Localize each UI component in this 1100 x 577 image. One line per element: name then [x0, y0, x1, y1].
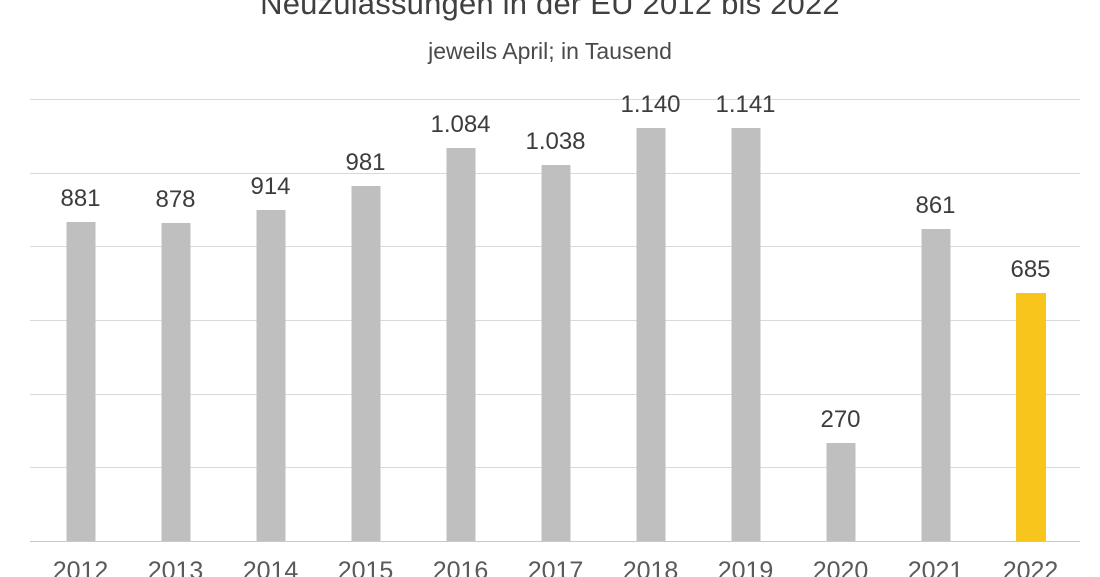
- x-axis-tick-label: 2019: [717, 557, 774, 577]
- bar[interactable]: [636, 127, 665, 541]
- bar-group[interactable]: 685 2022: [983, 41, 1078, 577]
- chart-title: Neuzulassungen in der EU 2012 bis 2022: [260, 0, 840, 21]
- bar[interactable]: [731, 127, 760, 541]
- bar[interactable]: [921, 229, 950, 541]
- bar[interactable]: [826, 443, 855, 541]
- bar-value-label: 1.140: [620, 90, 681, 118]
- x-axis-tick-label: 2021: [907, 557, 964, 577]
- bar-group[interactable]: 1.140 2018: [603, 41, 698, 577]
- bar-group[interactable]: 270 2020: [793, 41, 888, 577]
- x-axis-line: [30, 541, 1080, 542]
- x-axis-tick-label: 2022: [1002, 557, 1059, 577]
- bar-group[interactable]: 1.084 2016: [413, 41, 508, 577]
- bar-value-label: 861: [915, 192, 956, 220]
- gridline: [30, 99, 1080, 100]
- x-axis-tick-label: 2020: [812, 557, 869, 577]
- bar[interactable]: [66, 221, 95, 541]
- bar-value-label: 685: [1010, 255, 1051, 283]
- x-axis-tick-label: 2016: [432, 557, 489, 577]
- bar-group[interactable]: 914 2014: [223, 41, 318, 577]
- bar[interactable]: [256, 209, 285, 541]
- bar[interactable]: [351, 185, 380, 541]
- x-axis-tick-label: 2013: [147, 557, 204, 577]
- bar-group[interactable]: 881 2012: [33, 41, 128, 577]
- bar-value-label: 1.038: [525, 127, 586, 155]
- bar-group[interactable]: 861 2021: [888, 41, 983, 577]
- bar[interactable]: [541, 164, 570, 541]
- x-axis-tick-label: 2015: [337, 557, 394, 577]
- bar-group[interactable]: 981 2015: [318, 41, 413, 577]
- bar-value-label: 914: [250, 172, 291, 200]
- bar-value-label: 981: [345, 148, 386, 176]
- bar[interactable]: [1015, 292, 1046, 541]
- chart-subtitle: jeweils April; in Tausend: [428, 38, 672, 64]
- bar-value-label: 1.084: [430, 111, 491, 139]
- bar-value-label: 270: [820, 406, 861, 434]
- bar-value-label: 1.141: [715, 90, 776, 118]
- bar-group[interactable]: 1.141 2019: [698, 41, 793, 577]
- x-axis-tick-label: 2012: [52, 557, 109, 577]
- bar-group[interactable]: 878 2013: [128, 41, 223, 577]
- bar-value-label: 878: [155, 185, 196, 213]
- x-axis-tick-label: 2014: [242, 557, 299, 577]
- bar-group[interactable]: 1.038 2017: [508, 41, 603, 577]
- bar[interactable]: [446, 148, 475, 541]
- x-axis-tick-label: 2017: [527, 557, 584, 577]
- bar[interactable]: [161, 222, 190, 541]
- bar-value-label: 881: [60, 184, 101, 212]
- x-axis-tick-label: 2018: [622, 557, 679, 577]
